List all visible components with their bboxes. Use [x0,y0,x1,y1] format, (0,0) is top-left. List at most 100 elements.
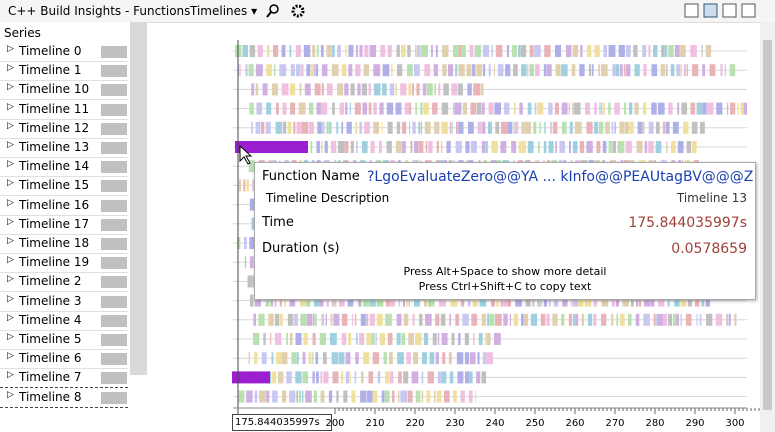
event-stripe [470,102,477,115]
event-stripe [489,313,495,326]
event-stripe [474,64,477,77]
event-stripe [413,64,420,77]
series-swatch [101,276,127,289]
settings-icon[interactable] [291,4,305,18]
series-row[interactable]: ▷ Timeline 14 [0,157,128,178]
event-stripe [458,121,464,134]
event-stripe [575,313,579,326]
event-stripe [389,83,395,96]
event-stripe [321,102,328,115]
series-row[interactable]: ▷ Timeline 5 [0,330,128,350]
series-name: Timeline 6 [19,351,82,366]
series-row[interactable]: ▷ Timeline 4 [0,311,128,331]
event-stripe [380,45,386,57]
event-stripe [261,352,267,365]
button-split[interactable] [741,3,756,18]
event-stripe [482,352,487,365]
event-stripe [301,390,304,403]
event-stripe [569,141,571,153]
event-stripe [271,352,274,365]
series-row[interactable]: ▷ Timeline 10 [0,80,128,101]
series-row[interactable]: ▷ Timeline 18 [0,234,128,254]
event-stripe [648,141,654,153]
event-stripe [473,333,475,345]
event-stripe [396,313,402,326]
event-stripe [255,121,261,134]
event-stripe [630,294,634,307]
series-row[interactable]: ▷ Timeline 13 [0,138,128,158]
event-stripe [518,141,522,153]
view-dropdown[interactable]: Timelines ▾ [190,4,258,18]
event-stripe [398,294,400,307]
series-row[interactable]: ▷ Timeline 2 [0,272,128,293]
series-row[interactable]: ▷ Timeline 1 [0,61,128,82]
event-stripe [237,237,241,249]
series-row[interactable]: ▷ Timeline 6 [0,349,128,370]
event-stripe [317,121,322,134]
scroll-thumb[interactable] [763,40,772,410]
event-stripe [464,333,469,345]
event-stripe [484,333,486,345]
event-stripe [389,371,394,384]
event-stripe [302,352,306,365]
event-stripe [600,102,603,115]
event-stripe [306,313,313,326]
event-stripe [569,121,573,134]
event-stripe [372,352,380,365]
event-stripe [548,141,554,153]
event-stripe [642,102,647,115]
event-stripe [296,352,299,365]
event-stripe [299,83,302,96]
event-stripe [376,313,383,326]
event-stripe [426,390,431,403]
series-row[interactable]: ▷ Timeline 15 [0,176,128,197]
search-icon[interactable] [269,4,279,14]
event-stripe [321,141,323,153]
event-stripe [694,294,700,307]
series-swatch [101,295,127,308]
event-stripe [506,45,510,57]
event-stripe [451,333,455,345]
event-stripe [420,45,428,57]
event-stripe [561,313,565,326]
event-stripe [670,141,676,153]
event-stripe [672,121,679,134]
event-stripe [314,313,317,326]
button-table[interactable] [722,3,737,18]
event-stripe [329,333,337,345]
series-row[interactable]: ▷ Timeline 16 [0,196,128,216]
series-row[interactable]: ▷ Timeline 0 [0,42,128,62]
event-stripe [651,102,657,115]
series-row[interactable]: ▷ Timeline 8 [0,388,128,408]
event-stripe [355,45,358,57]
series-row[interactable]: ▷ Timeline 11 [0,100,128,120]
event-stripe [674,294,680,307]
event-stripe [295,64,301,77]
event-stripe [692,64,699,77]
event-stripe [390,294,395,307]
event-stripe [428,141,433,153]
series-row[interactable]: ▷ Timeline 3 [0,292,128,312]
series-name: Timeline 19 [19,255,90,270]
event-stripe [316,102,321,115]
series-row[interactable]: ▷ Timeline 7 [0,368,128,389]
event-stripe [523,313,529,326]
series-row[interactable]: ▷ Timeline 12 [0,119,128,139]
event-stripe [686,64,688,77]
event-stripe [397,390,400,403]
expand-arrow: ▷ [7,332,14,342]
event-stripe [339,102,345,115]
event-stripe [525,121,532,134]
event-stripe [624,121,630,134]
event-stripe [406,352,408,365]
series-row[interactable]: ▷ Timeline 17 [0,215,128,235]
event-stripe [424,294,428,307]
event-stripe [580,45,583,57]
event-stripe [636,294,639,307]
tick-label: 230 [445,418,465,429]
panel-scrollbar[interactable] [130,22,147,375]
event-stripe [443,390,450,403]
series-row[interactable]: ▷ Timeline 19 [0,253,128,274]
button-chart[interactable] [684,3,699,18]
button-timeline[interactable] [703,3,718,18]
